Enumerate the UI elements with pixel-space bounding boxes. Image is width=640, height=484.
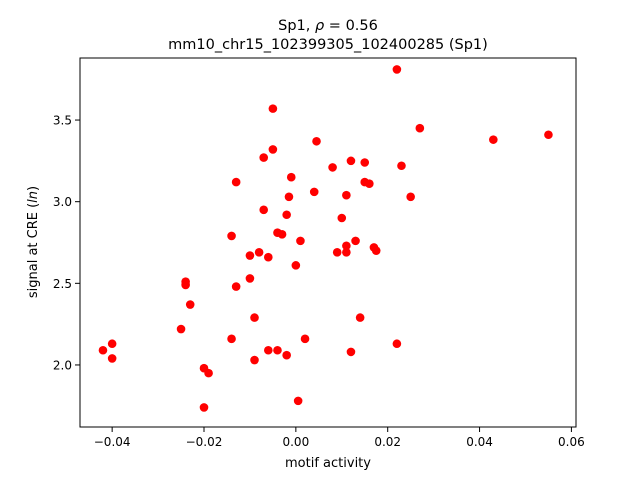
data-point-24 [268,145,278,154]
data-point-10 [227,334,236,344]
data-point-26 [277,230,287,239]
data-point-40 [337,213,347,223]
plot-frame [79,57,577,428]
data-point-50 [365,179,374,189]
data-point-3 [176,324,186,334]
points-layer [98,65,553,412]
data-point-32 [291,261,301,270]
data-point-38 [328,163,337,172]
y-axis-label: signal at CRE (ln) [26,186,41,298]
data-point-59 [544,130,553,140]
y-tick-label-3: 3.5 [53,114,72,128]
y-tick-label-0: 2.0 [53,358,72,372]
data-point-36 [309,187,319,197]
data-point-42 [342,241,351,251]
data-point-34 [296,236,305,246]
data-point-1 [107,339,117,349]
data-point-35 [300,334,310,344]
data-point-20 [259,205,269,215]
data-point-14 [245,274,255,283]
data-point-8 [204,368,213,378]
data-point-48 [360,158,370,167]
data-point-18 [254,248,264,257]
data-point-16 [250,313,259,322]
data-point-13 [231,282,241,291]
data-point-15 [245,251,255,260]
data-point-21 [264,252,273,262]
data-point-47 [355,313,365,322]
x-tick-label-3: 0.02 [374,435,401,449]
data-point-45 [346,347,356,357]
data-point-5 [181,277,190,286]
x-tick-label-5: 0.06 [558,435,585,449]
x-tick-label-2: 0.00 [282,435,309,449]
data-point-53 [392,65,402,74]
data-point-0 [98,345,108,355]
data-point-6 [185,300,195,309]
data-point-33 [293,396,303,406]
data-point-57 [415,123,425,133]
data-point-22 [264,345,273,355]
data-point-31 [286,172,296,182]
chart-title-line2: mm10_chr15_102399305_102400285 (Sp1) [168,37,488,53]
data-point-11 [227,231,236,241]
data-point-23 [268,104,278,113]
data-point-56 [406,192,415,202]
data-point-30 [284,192,294,202]
y-tick-label-2: 3.0 [53,195,72,209]
data-point-43 [342,248,351,257]
data-point-9 [199,403,209,412]
data-point-37 [312,136,321,146]
x-axis-label: motif activity [285,456,371,471]
data-point-19 [259,153,269,162]
data-point-55 [397,161,406,171]
data-point-17 [250,355,259,365]
x-tick-label-4: 0.04 [466,435,493,449]
data-point-58 [489,135,498,144]
x-tick-label-1: −0.02 [186,435,223,449]
data-point-2 [107,354,117,363]
data-point-44 [346,156,356,166]
data-point-29 [282,350,291,360]
data-point-41 [342,190,351,200]
data-point-12 [231,177,241,187]
chart-title-line1: Sp1, ρ = 0.56 [278,18,378,34]
data-point-27 [273,345,282,355]
data-point-52 [371,246,381,255]
y-axis-ticks: 2.0 2.5 3.0 3.5 [53,114,80,372]
x-tick-label-0: −0.04 [94,435,131,449]
data-point-39 [332,248,342,257]
data-point-54 [392,339,402,349]
y-tick-label-1: 2.5 [53,277,72,291]
x-axis-ticks: −0.04 −0.02 0.00 0.02 0.04 0.06 [94,427,585,449]
data-point-28 [282,210,291,220]
data-point-46 [351,236,360,246]
